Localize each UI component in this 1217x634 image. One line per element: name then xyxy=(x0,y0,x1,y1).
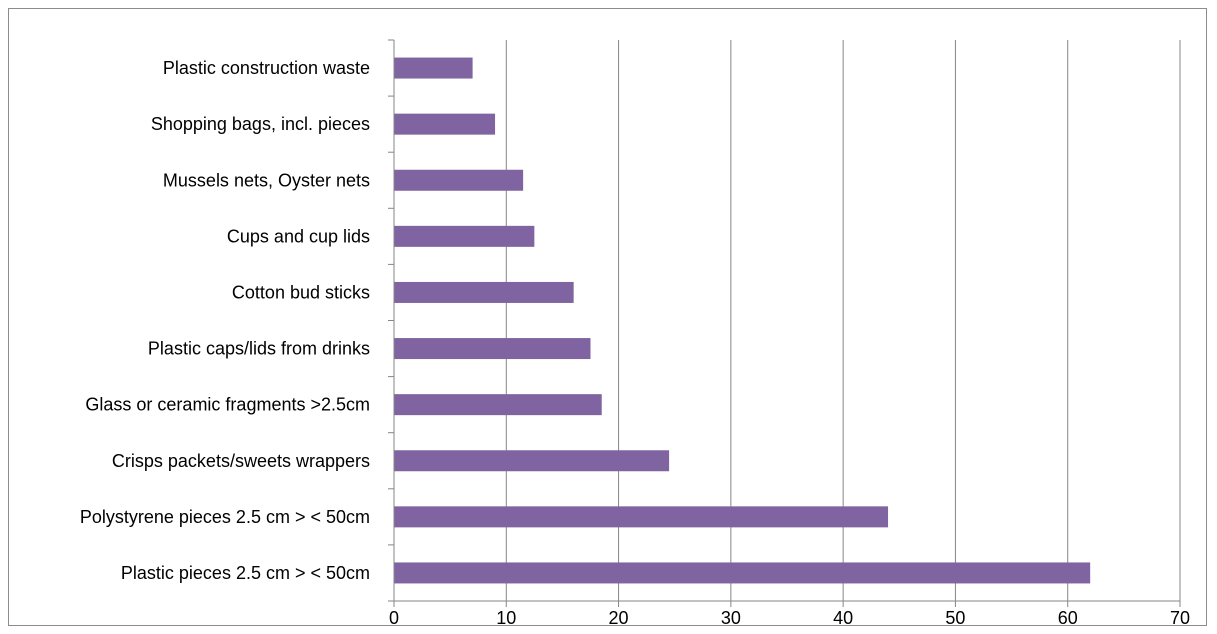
category-labels: Plastic construction waste Shopping bags,… xyxy=(80,58,370,583)
x-tick-label: 30 xyxy=(721,608,741,628)
bar xyxy=(394,113,496,135)
bar xyxy=(394,338,591,360)
x-tick-label: 40 xyxy=(833,608,853,628)
x-tick-label: 50 xyxy=(945,608,965,628)
bar xyxy=(394,394,602,416)
bar xyxy=(394,450,670,472)
category-label: Plastic construction waste xyxy=(163,58,370,78)
bar xyxy=(394,169,524,191)
category-label: Glass or ceramic fragments >2.5cm xyxy=(85,395,370,415)
category-label: Cotton bud sticks xyxy=(232,282,370,302)
category-label: Mussels nets, Oyster nets xyxy=(163,170,370,190)
x-tick-label: 60 xyxy=(1058,608,1078,628)
category-label: Plastic caps/lids from drinks xyxy=(148,339,370,359)
bar xyxy=(394,281,574,303)
bar xyxy=(394,506,889,528)
bar xyxy=(394,225,535,247)
x-tick-label: 10 xyxy=(496,608,516,628)
bar xyxy=(394,57,473,79)
x-tick-labels: 0 10 20 30 40 50 60 70 xyxy=(389,608,1190,628)
category-label: Plastic pieces 2.5 cm > < 50cm xyxy=(121,563,370,583)
x-tick-label: 70 xyxy=(1170,608,1190,628)
category-label: Shopping bags, incl. pieces xyxy=(151,114,370,134)
category-label: Polystyrene pieces 2.5 cm > < 50cm xyxy=(80,507,370,527)
category-label: Crisps packets/sweets wrappers xyxy=(112,451,370,471)
axes xyxy=(388,39,1181,607)
bars xyxy=(394,57,1091,584)
bar xyxy=(394,562,1091,584)
category-label: Cups and cup lids xyxy=(227,226,370,246)
x-tick-label: 0 xyxy=(389,608,399,628)
x-tick-label: 20 xyxy=(609,608,629,628)
